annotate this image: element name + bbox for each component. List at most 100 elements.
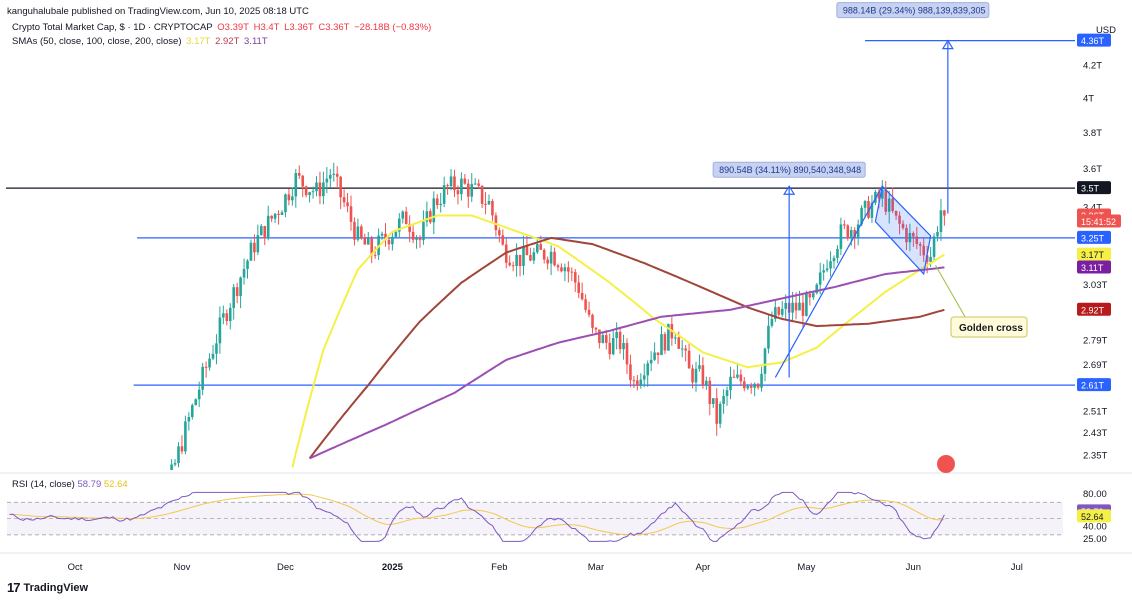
candle-body	[339, 176, 342, 198]
candle-body	[577, 282, 580, 293]
candle-body	[601, 335, 605, 344]
candle-body	[660, 334, 663, 356]
candle-body	[694, 368, 698, 383]
candle-body	[839, 224, 843, 249]
symbol-name[interactable]: Crypto Total Market Cap, $ · 1D · CRYPTO…	[12, 22, 213, 33]
price-axis-label: 3.11T	[1081, 263, 1104, 273]
candle-body	[598, 329, 601, 344]
candle-body	[684, 348, 687, 351]
candle-body	[877, 191, 881, 199]
candle-body	[391, 236, 394, 245]
x-tick-label: Nov	[173, 562, 190, 573]
candle-body	[667, 323, 670, 351]
candle-body	[408, 224, 411, 232]
candle-body	[487, 200, 491, 205]
sma200-value: 3.11T	[244, 36, 268, 47]
candle-body	[567, 267, 570, 272]
candle-body	[342, 197, 346, 203]
candle-body	[291, 196, 294, 201]
x-tick-label: Dec	[277, 562, 294, 573]
candle-body	[215, 343, 218, 354]
measure-label-box	[712, 161, 866, 178]
candle-body	[625, 343, 629, 365]
candle-body	[739, 374, 743, 382]
candle-body	[722, 395, 725, 404]
candle-body	[818, 272, 822, 285]
measure-label: 988.14B (29.34%) 988,139,839,305	[843, 6, 986, 16]
candle-body	[329, 174, 332, 179]
sma50-line	[291, 214, 945, 468]
candle-body	[646, 363, 649, 376]
candle-body	[315, 182, 318, 192]
candle-body	[422, 221, 425, 241]
candle-body	[939, 210, 943, 233]
candle-body	[480, 185, 484, 204]
candle-body	[449, 176, 453, 187]
candle-body	[677, 337, 681, 349]
sma-label[interactable]: SMAs (50, close, 100, close, 200, close)	[12, 36, 182, 47]
rsi-axis-badge	[1077, 509, 1111, 523]
candle-body	[204, 366, 208, 368]
candle-body	[432, 198, 436, 223]
candle-body	[698, 365, 701, 369]
x-tick-label: 2025	[382, 562, 404, 573]
candle-body	[674, 337, 677, 339]
candle-body	[184, 421, 187, 452]
price-axis-label: 3.25T	[1081, 233, 1105, 243]
price-axis-badge	[1077, 230, 1111, 244]
candle-body	[322, 182, 325, 197]
y-tick-label: 3.03T	[1083, 280, 1107, 291]
price-axis-label: 4.36T	[1081, 36, 1105, 46]
candle-body	[843, 224, 846, 226]
y-tick-label: 2.35T	[1083, 451, 1107, 462]
change-value: −28.18B (−0.83%)	[354, 22, 432, 33]
candle-body	[435, 198, 439, 206]
x-tick-label: Oct	[68, 562, 83, 573]
golden-cross-label: Golden cross	[959, 323, 1023, 334]
rsi-label[interactable]: RSI (14, close)	[12, 479, 75, 490]
candle-body	[767, 325, 770, 349]
candle-body	[242, 269, 246, 278]
candle-body	[898, 215, 901, 224]
candle-body	[446, 185, 449, 187]
candle-body	[373, 255, 377, 257]
rsi-line	[9, 491, 945, 542]
candle-body	[887, 198, 891, 212]
candle-body	[901, 223, 905, 229]
candle-body	[718, 403, 722, 424]
candle-body	[584, 299, 587, 310]
candle-body	[394, 231, 398, 237]
candle-body	[249, 242, 253, 261]
candle-body	[743, 381, 746, 389]
candle-body	[387, 239, 391, 245]
candle-body	[225, 313, 229, 322]
candle-body	[691, 368, 694, 383]
open-value: O3.39T	[217, 22, 249, 33]
x-tick-label: Jun	[906, 562, 921, 573]
price-axis-badge	[1077, 260, 1111, 274]
publisher-line: kanguhalubale published on TradingView.c…	[7, 6, 309, 17]
symbol-legend: Crypto Total Market Cap, $ · 1D · CRYPTO…	[12, 22, 433, 33]
golden-cross-box	[950, 316, 1028, 338]
candle-body	[401, 211, 405, 219]
candle-body	[836, 248, 839, 258]
candle-body	[311, 191, 315, 193]
y-tick-label: 2.43T	[1083, 428, 1107, 439]
candle-body	[280, 212, 284, 215]
rsi-tick-label: 80.00	[1083, 489, 1107, 500]
candle-body	[815, 284, 819, 294]
candle-body	[860, 207, 863, 225]
candle-body	[891, 198, 894, 211]
candle-body	[532, 252, 536, 261]
candle-body	[256, 235, 260, 253]
candle-body	[925, 255, 929, 262]
candle-body	[549, 251, 553, 264]
candle-body	[881, 189, 884, 199]
currency-label[interactable]: USD	[1095, 25, 1116, 36]
candle-body	[253, 242, 256, 253]
candle-body	[556, 265, 560, 268]
candle-body	[829, 261, 832, 269]
candle-body	[594, 327, 598, 330]
footer-brand[interactable]: 17 TradingView	[7, 580, 88, 595]
